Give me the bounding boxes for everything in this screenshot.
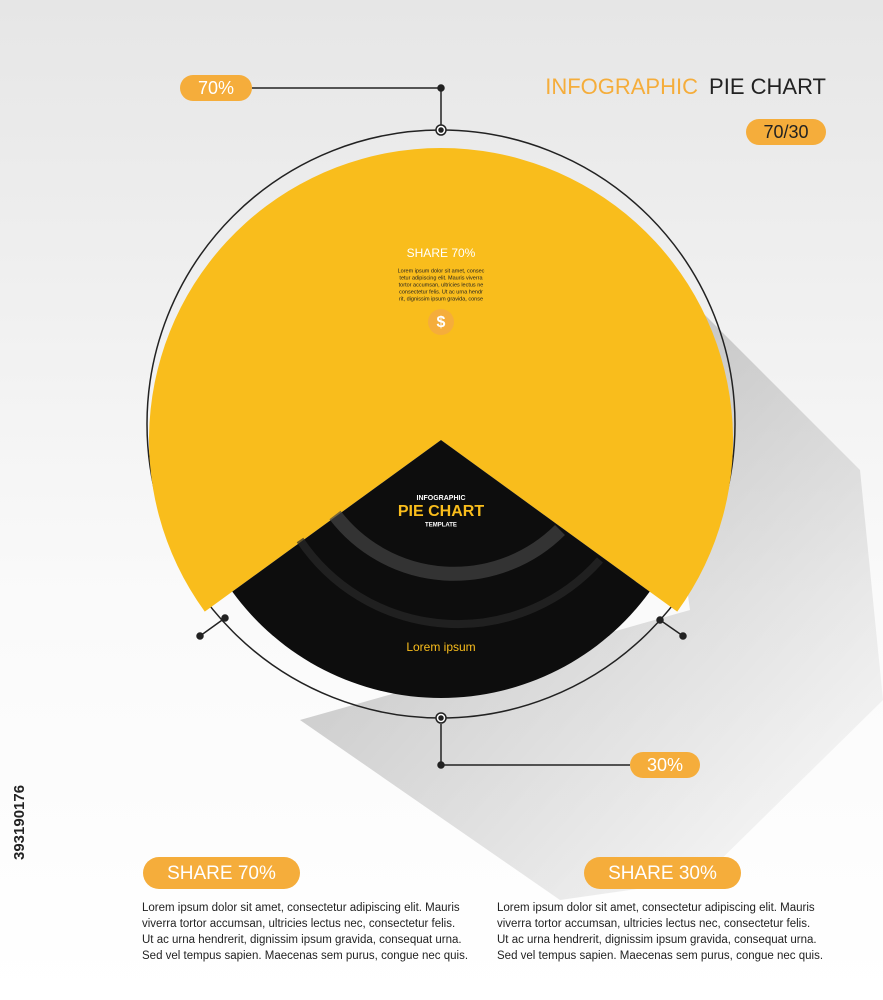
pill	[630, 752, 700, 778]
slice-body-line: consectetur felis. Ut ac urna hendr	[399, 289, 483, 295]
dark-label: Lorem ipsum	[406, 640, 475, 654]
long-shadow	[300, 250, 883, 900]
center-top: INFOGRAPHIC	[417, 495, 466, 502]
panels: SHARE 70% Lorem ipsum dolor sit amet, con…	[142, 857, 823, 962]
value-label: 70%	[198, 78, 234, 98]
icon: $	[437, 314, 446, 331]
slice-body-line: Lorem ipsum dolor sit amet, consec	[398, 268, 485, 274]
panel-line: Ut ac urna hendrerit, dignissim ipsum gr…	[497, 934, 817, 946]
panel-line: Sed vel tempus sapien. Maecenas sem puru…	[497, 950, 823, 962]
pie-slice	[148, 147, 733, 612]
panel-line: viverra tortor accumsan, ultricies lectu…	[142, 918, 455, 930]
title-highlight: INFOGRAPHIC	[545, 74, 698, 99]
slice-body-line: rit, dignissim ipsum gravida, conse	[399, 296, 483, 302]
dark-decoration	[296, 510, 603, 629]
pill	[180, 75, 252, 101]
stock-id: 393190176	[11, 785, 28, 860]
center-bottom: TEMPLATE	[425, 523, 457, 529]
value-labels: 70% 30%	[180, 75, 700, 778]
panel-line: Sed vel tempus sapien. Maecenas sem puru…	[142, 950, 468, 962]
slice-body-line: tetur adipiscing elit. Mauris viverra	[399, 275, 483, 281]
chart-title: PIE CHART	[709, 74, 826, 99]
panel-line: Lorem ipsum dolor sit amet, consectetur …	[497, 902, 815, 914]
slice-body-line: tortor accumsan, ultricies lectus ne	[399, 282, 484, 288]
panel-line: viverra tortor accumsan, ultricies lectu…	[497, 918, 810, 930]
slice-heading: SHARE 70%	[407, 246, 476, 260]
icon-circle	[428, 309, 454, 335]
subtitle: 70/30	[763, 122, 808, 142]
pill	[143, 857, 300, 889]
panel-title: SHARE 70%	[167, 863, 276, 884]
panel-title: SHARE 30%	[608, 863, 717, 884]
pill	[584, 857, 741, 889]
panel-line: Lorem ipsum dolor sit amet, consectetur …	[142, 902, 460, 914]
slice-body: Lorem ipsum dolor sit amet, consectetur …	[398, 268, 485, 302]
connectors	[196, 84, 687, 769]
center-main: PIE CHART	[398, 503, 484, 520]
pill	[746, 119, 826, 145]
value-label: 30%	[647, 755, 683, 775]
panel-line: Ut ac urna hendrerit, dignissim ipsum gr…	[142, 934, 462, 946]
